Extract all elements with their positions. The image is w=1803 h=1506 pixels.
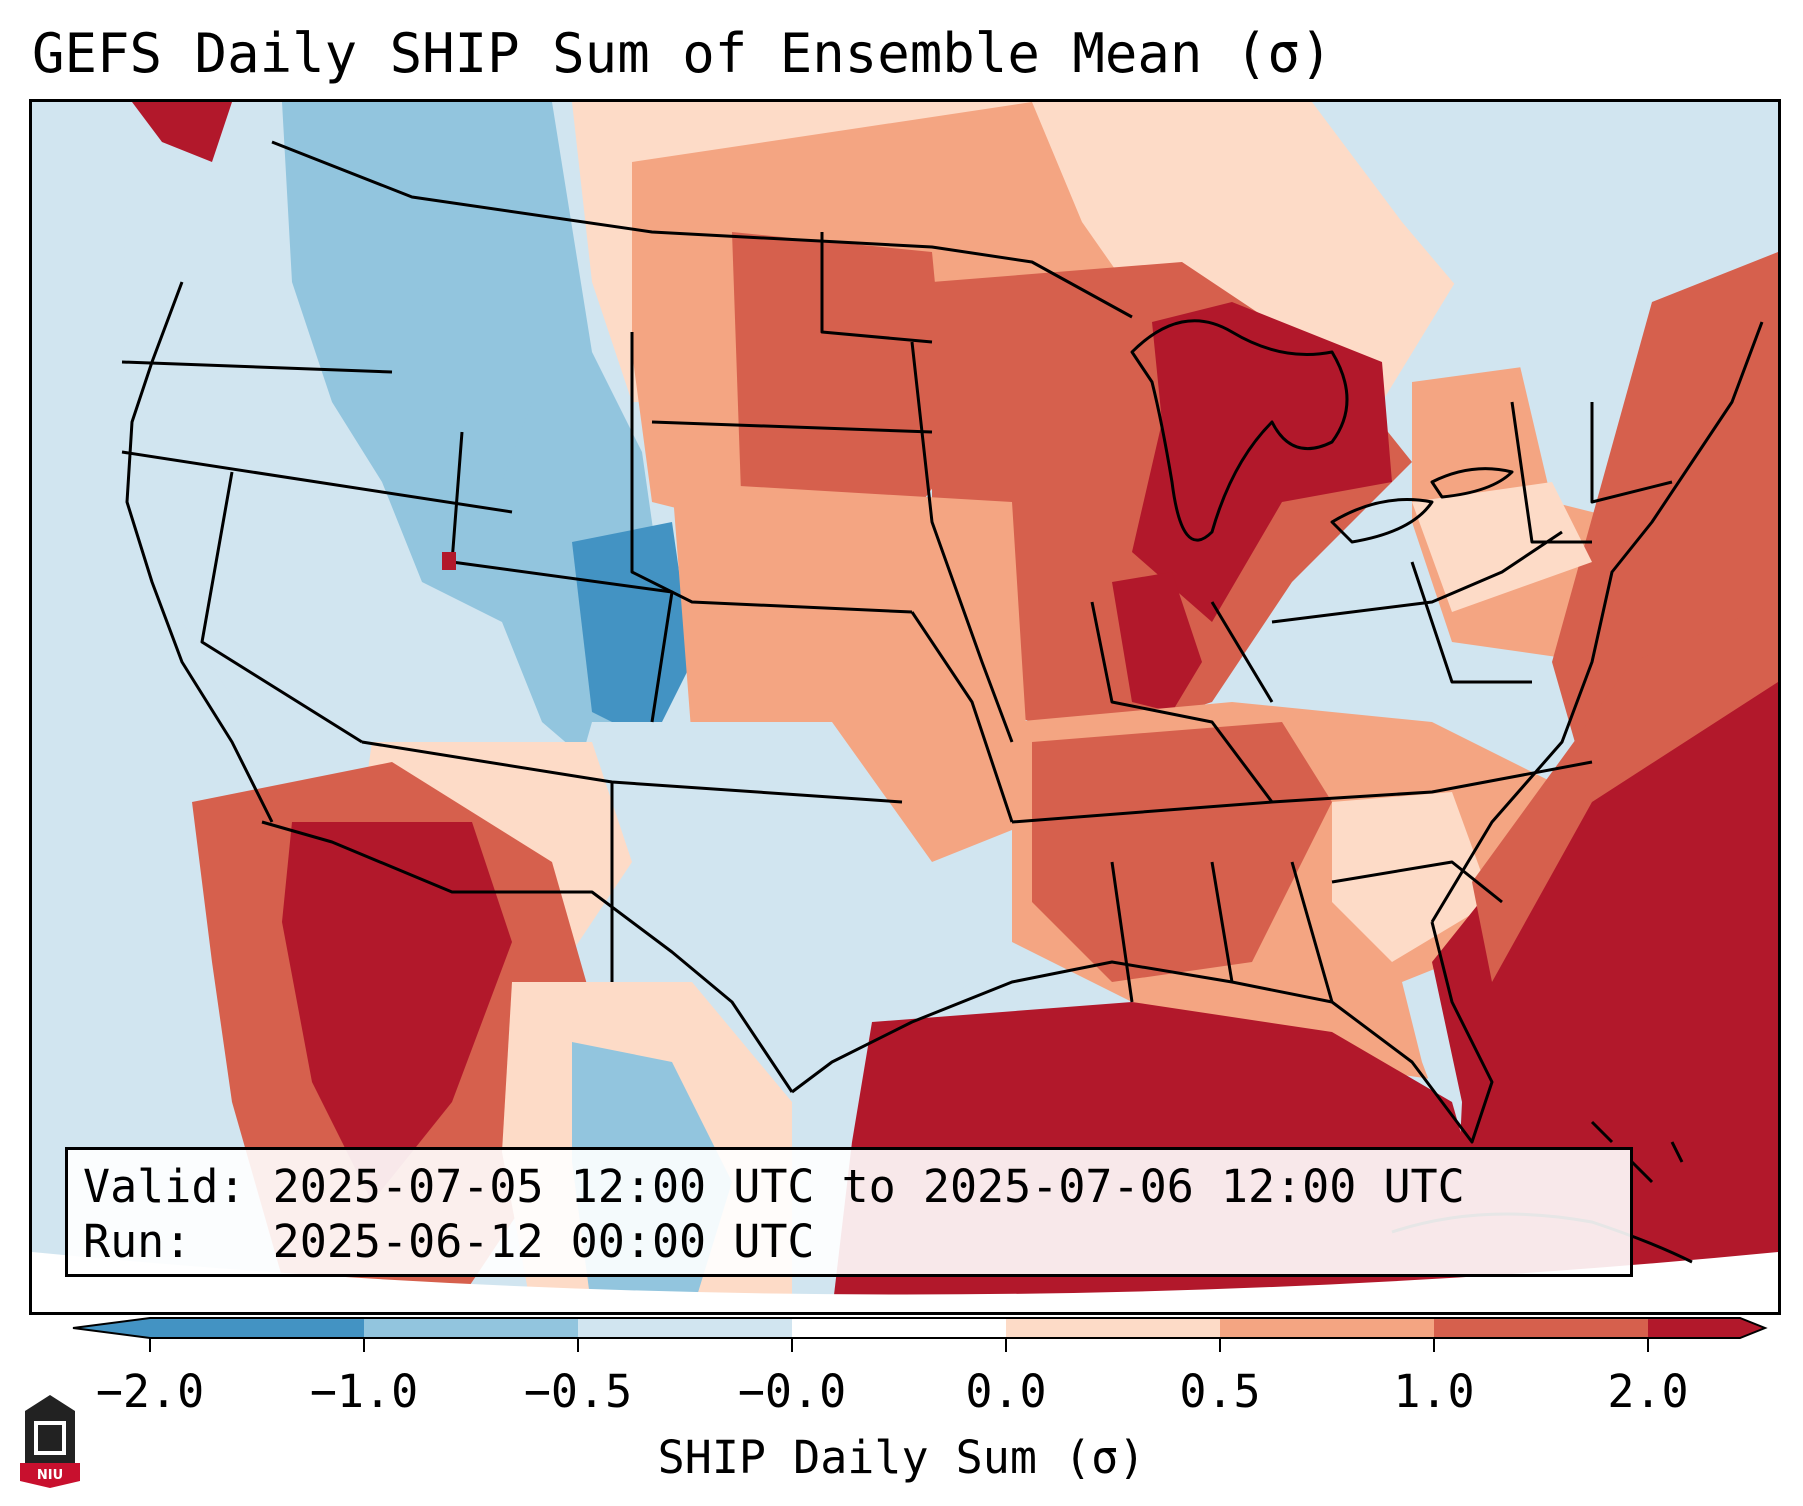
colorbar-segment (792, 1318, 1006, 1338)
state-line-u (1510, 401, 1592, 544)
state-line-j (910, 611, 1014, 823)
us-mexico-border (261, 820, 794, 1093)
valid-run-info-box: Valid: 2025-07-05 12:00 UTC to 2025-07-0… (65, 1147, 1633, 1277)
state-line-v (1590, 402, 1673, 504)
region-colorado-deep-blue (572, 522, 692, 742)
state-line-n (1210, 601, 1274, 703)
colorbar-tick-label: −2.0 (95, 1365, 205, 1418)
state-line-i (910, 341, 1014, 743)
region-atlantic-red-band (1472, 602, 1778, 982)
colorbar-segment (578, 1318, 792, 1338)
colorbar-tick-label: 1.0 (1393, 1365, 1475, 1418)
logo-text: NIU (37, 1468, 63, 1483)
state-line-o (1271, 530, 1563, 624)
colorbar (72, 1317, 1768, 1352)
region-illinois-deep-red (1112, 572, 1202, 712)
run-value: 2025-06-12 00:00 UTC (272, 1215, 815, 1268)
colorbar-segment (150, 1318, 364, 1338)
us-canada-border (271, 140, 1133, 319)
colorbar-tick-label: −1.0 (309, 1365, 419, 1418)
valid-value: 2025-07-05 12:00 UTC to 2025-07-06 12:00… (272, 1160, 1465, 1213)
state-line-c (200, 471, 363, 744)
political-borders (121, 140, 1764, 1264)
region-idaho-blue (412, 252, 532, 482)
colorbar-tick-label: 0.5 (1179, 1365, 1261, 1418)
state-line-f (630, 332, 913, 614)
projection-edge (32, 1252, 1778, 1312)
state-line-a (121, 360, 393, 374)
niu-logo: NIU (20, 1395, 80, 1488)
florida-coast (1331, 921, 1494, 1144)
map-title: GEFS Daily SHIP Sum of Ensemble Mean (σ) (32, 22, 1333, 85)
colorbar-label: SHIP Daily Sum (σ) (657, 1431, 1146, 1484)
colorbar-segment (1006, 1318, 1220, 1338)
colorbar-tick-label: 2.0 (1607, 1365, 1689, 1418)
state-line-e (450, 431, 674, 723)
state-line-m (1090, 601, 1274, 803)
atlantic-coast (1430, 321, 1764, 923)
run-label: Run: (83, 1215, 192, 1268)
colorbar-segment (1648, 1318, 1740, 1338)
state-line-g (651, 420, 933, 434)
colorbar-segment (1434, 1318, 1648, 1338)
lake-erie-outline (1330, 498, 1434, 544)
bahamas-outline (1590, 1120, 1684, 1184)
region-carolina-light (1332, 792, 1492, 962)
colorbar-extend-low (73, 1318, 150, 1338)
state-line-q (1110, 861, 1134, 1003)
colorbar-tick-label: 0.0 (965, 1365, 1047, 1418)
great-lakes-outline (1130, 319, 1349, 542)
state-line-t (1331, 860, 1503, 904)
region-pa-light (1412, 482, 1592, 612)
region-nw-coast-red (132, 102, 232, 162)
region-southeast-red (1032, 722, 1332, 982)
state-line-p (1410, 561, 1532, 684)
colorbar-segment (1220, 1318, 1434, 1338)
state-line-r (1210, 861, 1234, 983)
state-line-b (121, 450, 513, 514)
state-line-h (820, 232, 933, 344)
region-dakotas-red (732, 232, 952, 542)
map-panel (29, 99, 1781, 1315)
colorbar-segment (364, 1318, 578, 1338)
colorbar-tick-label: −0.0 (737, 1365, 847, 1418)
state-line-l (1011, 760, 1593, 824)
utah-red-spot (442, 552, 456, 570)
lake-ontario-outline (1430, 467, 1514, 499)
us-west-coast (125, 281, 274, 823)
colorbar-extend-high (1740, 1318, 1765, 1338)
colorbar-tick-label: −0.5 (523, 1365, 633, 1418)
valid-label: Valid: (83, 1160, 246, 1213)
region-lakes-deep-red (1132, 302, 1392, 622)
state-line-s (1290, 861, 1334, 1003)
region-mexico-deep-red (282, 822, 512, 1202)
